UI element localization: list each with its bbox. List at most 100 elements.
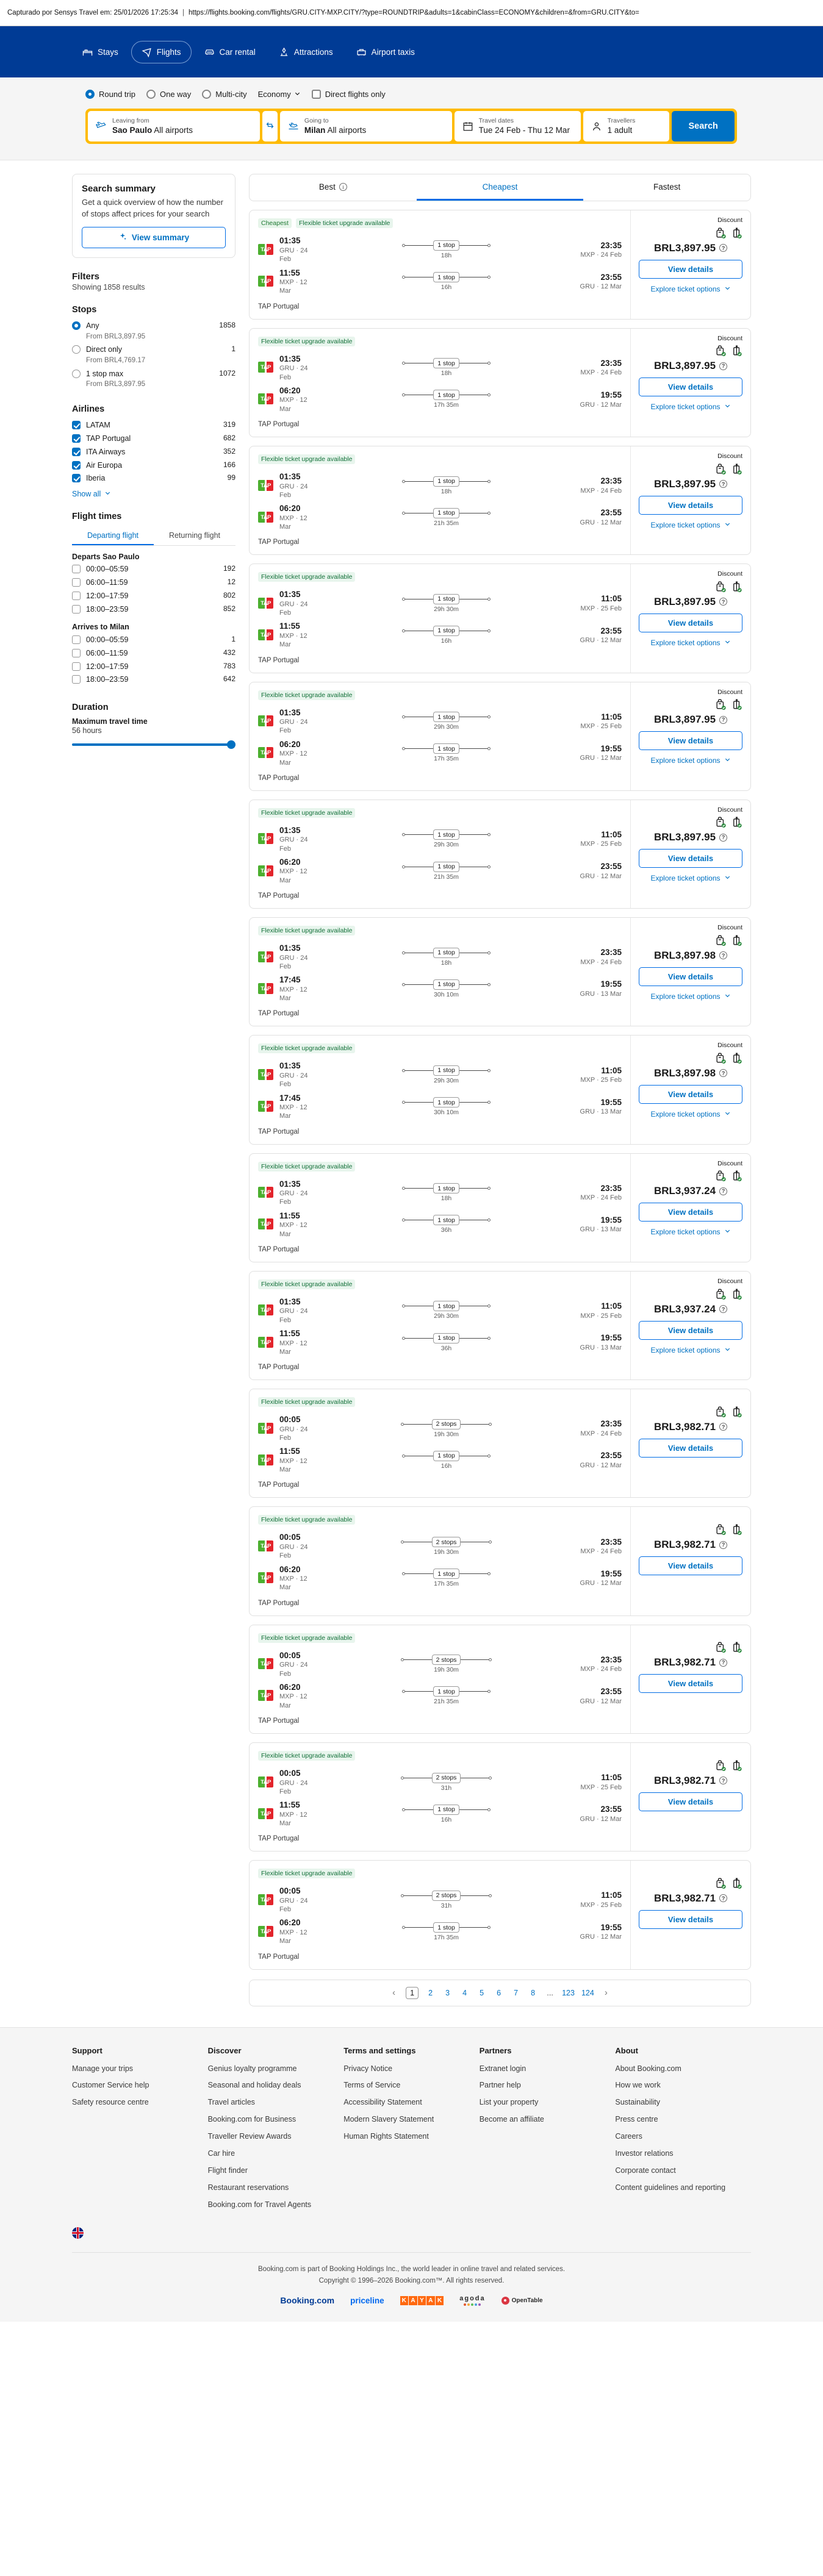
agoda-logo[interactable]: agoda [459,2295,485,2306]
price-info-icon[interactable]: ? [719,1423,728,1431]
footer-link[interactable]: Terms of Service [343,2081,401,2090]
flight-card[interactable]: Flexible ticket upgrade available TAP 01:3… [249,1153,751,1262]
stops-option-any[interactable]: Any From BRL3,897.95 1858 [72,319,235,343]
footer-link[interactable]: How we work [615,2081,661,2090]
flight-card[interactable]: Flexible ticket upgrade available TAP 00:0… [249,1624,751,1734]
flight-card[interactable]: Flexible ticket upgrade available TAP 01:3… [249,1270,751,1381]
view-details-button[interactable]: View details [639,377,742,397]
flight-card[interactable]: Flexible ticket upgrade available TAP 01:3… [249,799,751,909]
airline-option[interactable]: Air Europa 166 [72,459,235,472]
travel-dates-field[interactable]: Travel dates Tue 24 Feb - Thu 12 Mar [454,111,581,142]
footer-link[interactable]: Restaurant reservations [207,2183,289,2192]
departs-time-option[interactable]: 06:00–11:59 12 [72,576,235,590]
tab-returning-flight[interactable]: Returning flight [168,531,221,540]
flight-card[interactable]: Flexible ticket upgrade available TAP 01:3… [249,327,751,437]
footer-link[interactable]: Modern Slavery Statement [343,2115,434,2124]
pagination-page-3[interactable]: 3 [445,1988,450,1997]
price-info-icon[interactable]: ? [719,1658,728,1667]
trip-type-one-way[interactable]: One way [146,90,191,99]
footer-link[interactable]: Customer Service help [72,2081,149,2090]
view-details-button[interactable]: View details [639,1203,742,1222]
nav-item-flights[interactable]: Flights [131,40,192,63]
footer-link[interactable]: Booking.com for Travel Agents [207,2200,312,2209]
footer-link[interactable]: Investor relations [615,2148,674,2158]
footer-link[interactable]: Become an affiliate [479,2115,544,2124]
info-icon[interactable]: i [339,183,347,191]
departs-time-option[interactable]: 18:00–23:59 852 [72,603,235,616]
flight-card[interactable]: Cheapest Flexible ticket upgrade availabl… [249,210,751,320]
explore-ticket-options-link[interactable]: Explore ticket options [639,521,742,529]
arrives-time-option[interactable]: 18:00–23:59 642 [72,673,235,687]
view-details-button[interactable]: View details [639,1084,742,1104]
nav-item-car-rental[interactable]: Car rental [194,41,266,63]
nav-item-airport-taxis[interactable]: Airport taxis [346,41,425,63]
footer-link[interactable]: List your property [479,2098,539,2107]
slider-knob[interactable] [227,740,235,749]
price-info-icon[interactable]: ? [719,598,728,606]
flight-card[interactable]: Flexible ticket upgrade available TAP 01:3… [249,681,751,791]
flight-card[interactable]: Flexible ticket upgrade available TAP 01:3… [249,564,751,673]
uk-flag-icon[interactable] [72,2227,84,2239]
footer-link[interactable]: Flight finder [207,2166,248,2175]
stops-option-direct-only[interactable]: Direct only From BRL4,769.17 1 [72,343,235,367]
price-info-icon[interactable]: ? [719,951,728,960]
footer-link[interactable]: Privacy Notice [343,2064,393,2073]
departs-time-option[interactable]: 12:00–17:59 802 [72,590,235,603]
airline-option[interactable]: TAP Portugal 682 [72,432,235,445]
view-details-button[interactable]: View details [639,1320,742,1340]
footer-link[interactable]: Accessibility Statement [343,2098,422,2107]
footer-link[interactable]: Traveller Review Awards [207,2132,292,2141]
flight-card[interactable]: Flexible ticket upgrade available TAP 00:0… [249,1389,751,1498]
explore-ticket-options-link[interactable]: Explore ticket options [639,1346,742,1354]
price-info-icon[interactable]: ? [719,1776,728,1785]
airline-option[interactable]: Iberia 99 [72,472,235,485]
booking-logo[interactable]: Booking.com [280,2295,335,2306]
view-details-button[interactable]: View details [639,967,742,986]
pagination-page-6[interactable]: 6 [497,1988,501,1997]
footer-link[interactable]: Sustainability [615,2098,661,2107]
footer-link[interactable]: Extranet login [479,2064,527,2073]
airline-option[interactable]: LATAM 319 [72,418,235,432]
opentable-logo[interactable]: OpenTable [501,2296,543,2305]
footer-link[interactable]: About Booking.com [615,2064,681,2073]
price-info-icon[interactable]: ? [719,244,728,252]
arrives-time-option[interactable]: 06:00–11:59 432 [72,646,235,660]
departs-time-option[interactable]: 00:00–05:59 192 [72,563,235,576]
price-info-icon[interactable]: ? [719,1305,728,1314]
sort-tab-cheapest[interactable]: Cheapest [416,174,584,201]
swap-airports-button[interactable] [262,111,278,142]
explore-ticket-options-link[interactable]: Explore ticket options [639,1110,742,1118]
pagination-page-8[interactable]: 8 [531,1988,536,1997]
arrives-time-option[interactable]: 00:00–05:59 1 [72,633,235,646]
explore-ticket-options-link[interactable]: Explore ticket options [639,874,742,882]
origin-field[interactable]: Leaving from Sao Paulo All airports [88,111,260,142]
pagination-page-2[interactable]: 2 [428,1988,433,1997]
view-details-button[interactable]: View details [639,1556,742,1576]
footer-link[interactable]: Booking.com for Business [207,2115,296,2124]
flight-card[interactable]: Flexible ticket upgrade available TAP 00:0… [249,1742,751,1852]
price-info-icon[interactable]: ? [719,1187,728,1195]
sort-tab-fastest[interactable]: Fastest [653,182,681,192]
destination-field[interactable]: Going to Milan All airports [279,111,452,142]
pagination-next[interactable]: › [604,1987,608,1998]
price-info-icon[interactable]: ? [719,1540,728,1549]
explore-ticket-options-link[interactable]: Explore ticket options [639,402,742,411]
stops-option-1-stop-max[interactable]: 1 stop max From BRL3,897.95 1072 [72,367,235,391]
search-button[interactable]: Search [672,111,735,142]
tab-departing-flight[interactable]: Departing flight [72,527,154,545]
price-info-icon[interactable]: ? [719,362,728,370]
price-info-icon[interactable]: ? [719,833,728,842]
cabin-class-select[interactable]: Economy [258,90,301,99]
footer-link[interactable]: Human Rights Statement [343,2132,429,2141]
view-details-button[interactable]: View details [639,1438,742,1458]
explore-ticket-options-link[interactable]: Explore ticket options [639,1228,742,1236]
pagination-page-123[interactable]: 123 [562,1988,575,1997]
show-all-airlines-button[interactable]: Show all [72,490,235,498]
explore-ticket-options-link[interactable]: Explore ticket options [639,285,742,293]
flight-card[interactable]: Flexible ticket upgrade available TAP 01:3… [249,917,751,1027]
footer-link[interactable]: Car hire [207,2148,235,2158]
footer-link[interactable]: Corporate contact [615,2166,676,2175]
footer-link[interactable]: Genius loyalty programme [207,2064,297,2073]
explore-ticket-options-link[interactable]: Explore ticket options [639,639,742,647]
view-details-button[interactable]: View details [639,1792,742,1811]
